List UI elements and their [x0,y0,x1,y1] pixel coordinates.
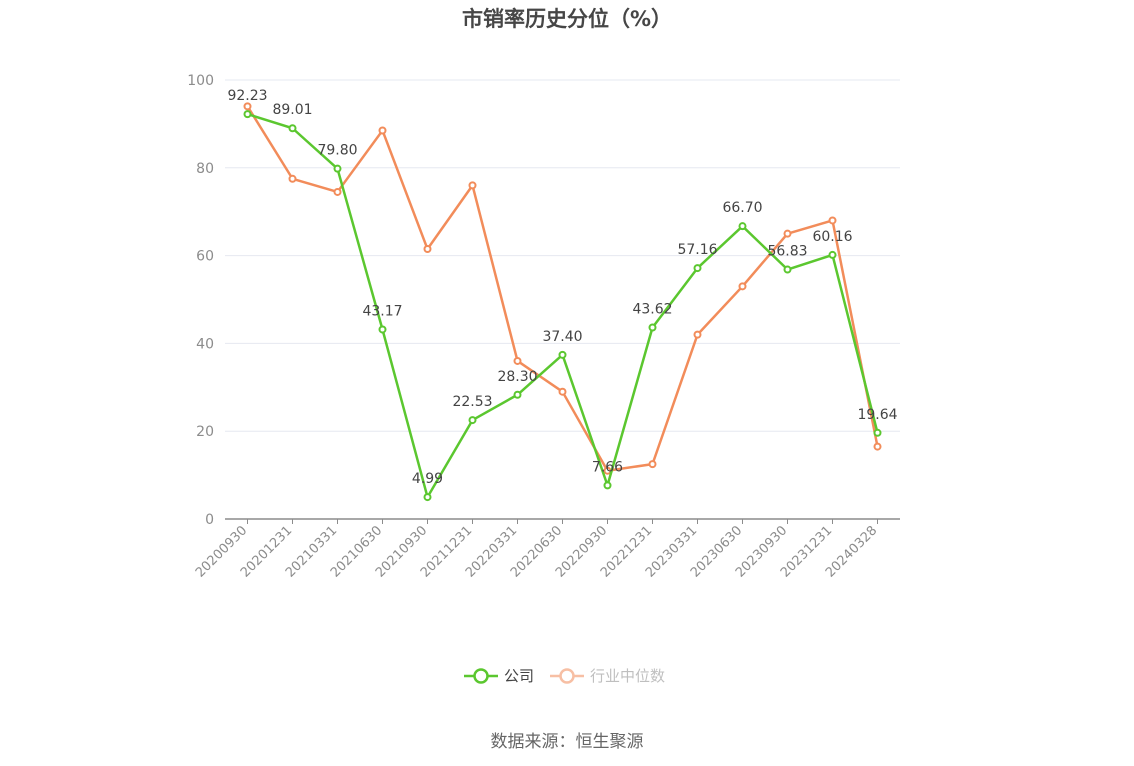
company-point [648,323,657,332]
industry-median-point [468,181,477,190]
industry-median-point [423,245,432,254]
industry-median-point [783,229,792,238]
legend-item-industry-median[interactable]: 行业中位数 [550,667,665,685]
company-point [873,428,882,437]
company-line [247,112,879,499]
industry-median-point [288,174,297,183]
company-point [513,390,522,399]
y-tick-label: 60 [196,249,214,265]
industry-median-point [243,102,252,111]
data-label: 60.16 [812,229,852,245]
company-point [468,416,477,425]
legend-marker-symbol [559,668,575,684]
data-label: 37.40 [542,329,582,345]
legend-marker-symbol [473,668,489,684]
legend-label: 公司 [504,667,534,685]
company-point [378,325,387,334]
company-point [423,493,432,502]
industry-median-point [873,442,882,451]
data-label: 43.17 [362,303,402,319]
data-label: 22.53 [452,394,492,410]
data-label: 43.62 [632,302,672,318]
company-point [783,265,792,274]
y-tick-label: 100 [187,73,214,89]
data-labels: 92.23 89.01 79.80 43.17 4.99 22.53 28.30 37.40 7… [227,88,897,487]
data-label: 56.83 [767,244,807,260]
industry-median-point [738,282,747,291]
data-label: 28.30 [497,369,537,385]
y-tick-label: 40 [196,336,214,352]
y-tick-label: 0 [205,512,214,528]
industry-median-point [513,356,522,365]
company-point [603,481,612,490]
company-point [738,222,747,231]
industry-median-point [333,187,342,196]
chart-title: 市销率历史分位（%） [462,7,672,31]
industry-median-point [828,216,837,225]
company-point [243,110,252,119]
industry-median-point [378,126,387,135]
industry-median-point [648,460,657,469]
company-point [288,124,297,133]
legend-label: 行业中位数 [590,667,665,685]
data-label: 66.70 [722,200,762,216]
industry-median-point [693,330,702,339]
data-label: 19.64 [857,407,897,423]
industry-median-line [246,105,879,472]
data-label: 7.66 [592,459,623,475]
industry-median-point [558,387,567,396]
legend-item-company[interactable]: 公司 [464,667,534,685]
data-label: 79.80 [317,143,357,159]
y-tick-label: 20 [196,424,214,440]
data-label: 92.23 [227,88,267,104]
legend: 公司 行业中位数 [464,667,665,685]
company-point [693,264,702,273]
source-note: 数据来源：恒生聚源 [491,732,644,752]
data-label: 4.99 [412,471,443,487]
data-label: 57.16 [677,242,717,258]
plot-area [243,102,882,502]
data-label: 89.01 [272,102,312,118]
axes: 0204060801002020093020201231202103312021… [187,73,900,581]
company-point [828,250,837,259]
company-point [558,350,567,359]
y-tick-label: 80 [196,161,214,177]
company-point [333,164,342,173]
